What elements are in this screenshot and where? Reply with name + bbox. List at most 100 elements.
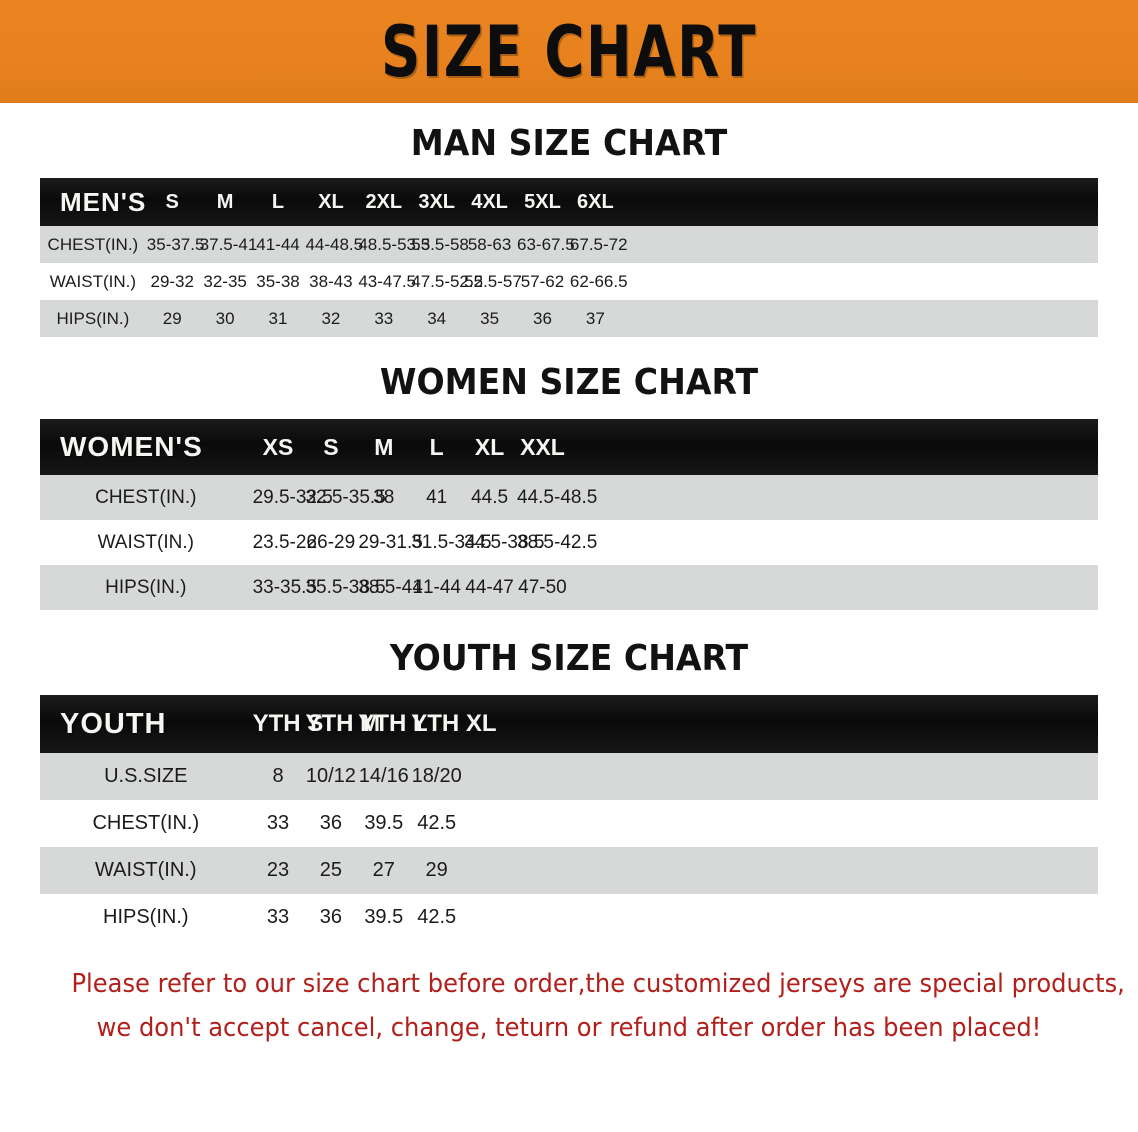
table-row: WAIST(IN.) 29-32 32-35 35-38 38-43 43-47.5 47.… bbox=[40, 263, 1098, 300]
youth-cell-filler bbox=[992, 894, 1045, 941]
women-cell-filler bbox=[886, 475, 939, 520]
women-cell: 44-47 bbox=[465, 576, 514, 598]
women-cell: 47-50 bbox=[518, 576, 567, 598]
youth-header-row: YOUTH YTH S YTH M YTH L YTH XL bbox=[40, 695, 1098, 753]
women-header-filler bbox=[833, 419, 886, 475]
men-cell-filler bbox=[992, 263, 1045, 300]
men-cell-filler bbox=[622, 226, 675, 263]
women-cell-filler bbox=[939, 475, 992, 520]
men-cell: 36 bbox=[533, 308, 552, 328]
women-size-header: S bbox=[323, 433, 339, 460]
women-cell-filler bbox=[728, 565, 781, 610]
women-cell: 41-44 bbox=[412, 576, 461, 598]
men-row-label: CHEST(IN.) bbox=[47, 234, 139, 254]
women-cell-filler bbox=[675, 565, 728, 610]
youth-cell-filler bbox=[1045, 894, 1098, 941]
women-cell-filler bbox=[622, 520, 675, 565]
youth-section-title: YOUTH SIZE CHART bbox=[389, 638, 749, 679]
youth-header-filler bbox=[939, 695, 992, 753]
youth-cell-filler bbox=[886, 800, 939, 847]
women-cell: 35.5-38.5 bbox=[305, 576, 386, 598]
page-banner: SIZE CHART bbox=[0, 0, 1138, 103]
youth-cell-filler bbox=[780, 753, 833, 800]
women-cell: 31.5-34.5 bbox=[411, 531, 492, 553]
men-cell: 44-48.5 bbox=[305, 234, 364, 254]
youth-size-header: YTH S bbox=[252, 710, 324, 737]
women-cell: 32.5-35.5 bbox=[305, 486, 386, 508]
youth-cell: 23 bbox=[266, 859, 290, 881]
youth-cell-filler bbox=[516, 894, 569, 941]
women-cell-filler bbox=[1045, 475, 1098, 520]
table-row: CHEST(IN.) 33 36 39.5 42.5 bbox=[40, 800, 1098, 847]
men-cell: 67.5-72 bbox=[569, 234, 628, 254]
men-cell-filler bbox=[992, 226, 1045, 263]
youth-cell-filler bbox=[833, 847, 886, 894]
women-row-label: HIPS(IN.) bbox=[105, 576, 187, 598]
page-title: SIZE CHART bbox=[380, 10, 757, 93]
men-header-filler bbox=[675, 178, 728, 226]
women-cell: 38.5-42.5 bbox=[517, 531, 598, 553]
men-cell: 29-32 bbox=[150, 271, 194, 291]
men-header-filler bbox=[1045, 178, 1098, 226]
youth-cell-filler bbox=[675, 800, 728, 847]
men-cell: 35-37.5 bbox=[146, 234, 205, 254]
table-row: CHEST(IN.) 29.5-32.5 32.5-35.5 38 41 44.5 44.5… bbox=[40, 475, 1098, 520]
men-cell: 58-63 bbox=[467, 234, 512, 254]
youth-header-filler bbox=[622, 695, 675, 753]
men-size-header: S bbox=[165, 190, 179, 213]
men-cell-filler bbox=[886, 226, 939, 263]
women-cell-filler bbox=[622, 475, 675, 520]
women-cell-filler bbox=[939, 520, 992, 565]
youth-cell-filler bbox=[569, 894, 622, 941]
women-cell-filler bbox=[780, 565, 833, 610]
men-cell: 35 bbox=[480, 308, 500, 328]
women-size-table: WOMEN'S XS S M L XL XXL CHEST(IN.) 29.5-32.5 32.… bbox=[40, 419, 1098, 610]
youth-cell-filler bbox=[569, 800, 622, 847]
men-cell: 35-38 bbox=[256, 271, 300, 291]
men-cell: 31 bbox=[268, 308, 288, 328]
women-cell-filler bbox=[833, 475, 886, 520]
youth-cell-filler bbox=[833, 753, 886, 800]
table-row: HIPS(IN.) 33 36 39.5 42.5 bbox=[40, 894, 1098, 941]
youth-cell: 33 bbox=[266, 812, 290, 834]
women-size-header: XS bbox=[262, 433, 294, 460]
women-cell: 41 bbox=[426, 486, 448, 508]
women-section-title: WOMEN SIZE CHART bbox=[379, 362, 759, 403]
youth-row-label: HIPS(IN.) bbox=[103, 906, 189, 928]
men-cell-filler bbox=[1045, 263, 1098, 300]
women-cell: 33-35.5 bbox=[252, 576, 318, 598]
youth-cell-filler bbox=[939, 894, 992, 941]
women-cell: 29-31.5 bbox=[358, 531, 423, 553]
men-size-header: L bbox=[271, 190, 285, 213]
women-cell-filler bbox=[886, 565, 939, 610]
table-row: WAIST(IN.) 23.5-26 26-29 29-31.5 31.5-34.5 34… bbox=[40, 520, 1098, 565]
women-header-filler bbox=[569, 419, 622, 475]
women-cell-filler bbox=[675, 475, 728, 520]
men-cell-filler bbox=[939, 263, 992, 300]
men-size-header: 3XL bbox=[418, 190, 456, 213]
youth-cell: 14/16 bbox=[358, 765, 409, 787]
youth-cell-filler bbox=[886, 894, 939, 941]
women-cell: 44.5 bbox=[471, 486, 509, 508]
youth-table-wrap: YOUTH YTH S YTH M YTH L YTH XL U.S.SIZE 8 10/1… bbox=[40, 695, 1098, 941]
youth-cell-filler bbox=[622, 753, 675, 800]
women-cell-filler bbox=[1045, 565, 1098, 610]
youth-header-label: YOUTH bbox=[60, 707, 167, 740]
men-cell: 41-44 bbox=[256, 234, 300, 254]
men-cell: 32-35 bbox=[203, 271, 247, 291]
youth-cell-filler bbox=[728, 847, 781, 894]
youth-cell: 27 bbox=[372, 859, 395, 881]
disclaimer-text: Please refer to our size chart before or… bbox=[71, 963, 1124, 1050]
youth-cell: 29 bbox=[425, 859, 448, 881]
men-size-header: 2XL bbox=[365, 190, 403, 213]
youth-row-label: CHEST(IN.) bbox=[92, 812, 200, 834]
men-cell-filler bbox=[780, 263, 833, 300]
men-table-header: MEN'S S M L XL 2XL 3XL 4XL 5XL 6XL bbox=[40, 178, 1098, 226]
women-size-header: XXL bbox=[520, 433, 565, 460]
men-header-row: MEN'S S M L XL 2XL 3XL 4XL 5XL 6XL bbox=[40, 178, 1098, 226]
youth-cell: 42.5 bbox=[417, 906, 457, 928]
women-cell-filler bbox=[728, 475, 781, 520]
men-cell-filler bbox=[728, 226, 781, 263]
women-size-header: M bbox=[374, 433, 394, 460]
men-cell: 30 bbox=[215, 308, 235, 328]
